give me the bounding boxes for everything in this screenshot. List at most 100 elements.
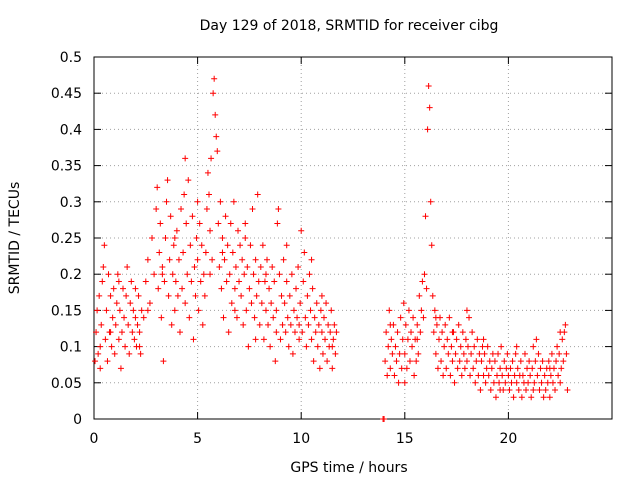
data-point xyxy=(463,358,470,365)
data-point xyxy=(241,271,248,278)
data-point xyxy=(195,307,202,314)
data-point xyxy=(153,206,160,213)
data-point xyxy=(501,358,508,365)
data-point xyxy=(480,336,487,343)
y-tick-label: 0.4 xyxy=(60,122,82,138)
data-point xyxy=(398,365,405,372)
data-point xyxy=(470,365,477,372)
data-point xyxy=(186,314,193,321)
data-point xyxy=(544,379,551,386)
data-point xyxy=(115,278,122,285)
y-tick-label: 0.25 xyxy=(51,231,82,247)
data-point xyxy=(218,285,225,292)
data-point xyxy=(502,379,509,386)
data-point xyxy=(515,387,522,394)
data-point xyxy=(562,321,569,328)
data-point xyxy=(100,263,107,270)
data-point xyxy=(283,242,290,249)
data-point xyxy=(542,387,549,394)
data-point xyxy=(317,307,324,314)
data-point xyxy=(545,358,552,365)
data-point xyxy=(395,379,402,386)
data-point xyxy=(319,350,326,357)
data-point xyxy=(113,300,120,307)
data-point xyxy=(533,336,540,343)
data-point xyxy=(122,343,129,350)
data-point xyxy=(535,350,542,357)
data-point xyxy=(403,365,410,372)
data-point xyxy=(97,343,104,350)
data-point xyxy=(298,227,305,234)
x-tick-label: 5 xyxy=(193,431,202,447)
data-point xyxy=(536,387,543,394)
data-point xyxy=(125,321,132,328)
data-point xyxy=(275,206,282,213)
data-point xyxy=(505,372,512,379)
data-point xyxy=(441,343,448,350)
data-point xyxy=(488,365,495,372)
data-point xyxy=(391,372,398,379)
data-point xyxy=(497,387,504,394)
data-point xyxy=(419,278,426,285)
data-point xyxy=(136,329,143,336)
data-point xyxy=(93,329,100,336)
data-point xyxy=(486,358,493,365)
data-point xyxy=(392,343,399,350)
data-point xyxy=(482,379,489,386)
data-point xyxy=(111,350,118,357)
data-point xyxy=(137,350,144,357)
data-point xyxy=(191,263,198,270)
data-point xyxy=(495,350,502,357)
data-point xyxy=(105,271,112,278)
data-point xyxy=(300,278,307,285)
data-point xyxy=(192,292,199,299)
data-point xyxy=(242,220,249,227)
data-point xyxy=(324,358,331,365)
data-point xyxy=(539,358,546,365)
data-point xyxy=(114,271,121,278)
data-point xyxy=(457,343,464,350)
data-point xyxy=(115,336,122,343)
data-point xyxy=(252,336,259,343)
y-tick-label: 0.5 xyxy=(60,50,82,66)
data-point xyxy=(219,235,226,241)
data-point xyxy=(224,242,231,249)
data-point xyxy=(558,365,565,372)
data-point xyxy=(176,329,183,336)
data-point xyxy=(413,358,420,365)
data-point xyxy=(194,256,201,263)
data-point xyxy=(305,321,312,328)
data-point xyxy=(424,126,431,133)
data-point xyxy=(332,350,339,357)
data-point xyxy=(226,271,233,278)
data-point xyxy=(272,358,279,365)
data-point xyxy=(171,235,178,241)
data-point xyxy=(499,372,506,379)
data-point xyxy=(331,321,338,328)
data-point xyxy=(389,350,396,357)
data-point xyxy=(213,133,220,140)
data-point xyxy=(456,358,463,365)
data-point xyxy=(531,379,538,386)
data-point xyxy=(223,278,230,285)
data-point xyxy=(250,271,257,278)
data-point xyxy=(288,271,295,278)
data-point xyxy=(468,350,475,357)
x-tick-label: 20 xyxy=(499,431,517,447)
data-point xyxy=(402,321,409,328)
data-point xyxy=(514,365,521,372)
data-point xyxy=(430,329,437,336)
data-point xyxy=(414,336,421,343)
data-point xyxy=(477,387,484,394)
data-point xyxy=(170,242,177,249)
data-point xyxy=(528,394,535,401)
data-point xyxy=(442,321,449,328)
data-point xyxy=(154,184,161,191)
data-point xyxy=(549,379,556,386)
data-point xyxy=(151,271,158,278)
data-point xyxy=(247,242,254,249)
x-tick-label: 15 xyxy=(396,431,414,447)
data-point xyxy=(453,336,460,343)
data-point xyxy=(489,350,496,357)
data-point xyxy=(313,300,320,307)
